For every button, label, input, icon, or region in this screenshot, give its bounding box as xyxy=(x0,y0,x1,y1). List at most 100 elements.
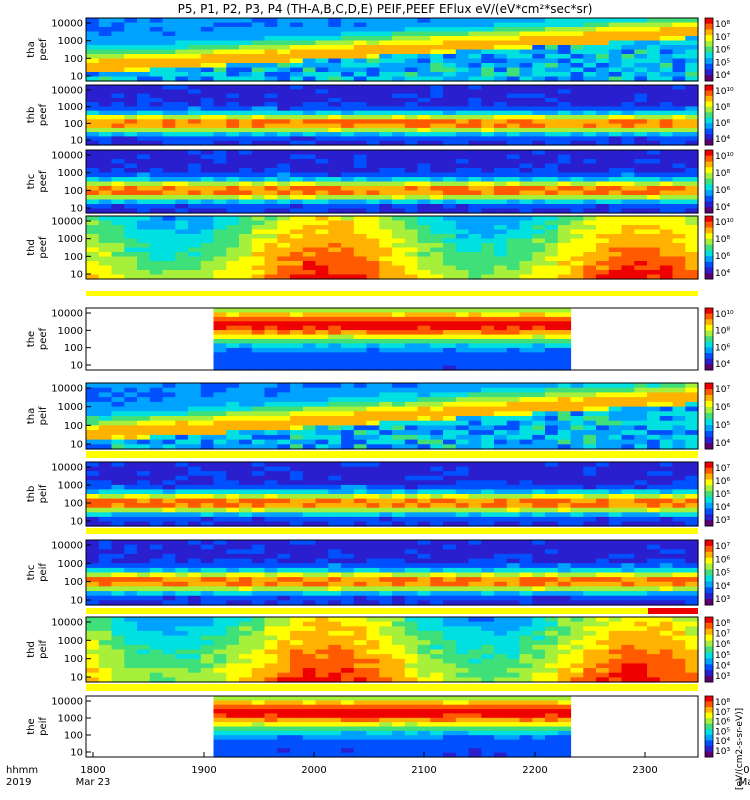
heatmap-cell xyxy=(634,444,648,450)
heatmap-cell xyxy=(239,49,253,55)
heatmap-cell xyxy=(685,22,699,28)
heatmap-cell xyxy=(124,45,138,51)
heatmap-cell xyxy=(290,471,304,477)
heatmap-cell xyxy=(506,387,521,393)
heatmap-cell xyxy=(149,439,164,445)
heatmap-cell xyxy=(328,361,342,367)
heatmap-cell xyxy=(455,154,470,160)
heatmap-cell xyxy=(672,234,686,240)
heatmap-cell xyxy=(392,58,406,64)
heatmap-cell xyxy=(647,49,661,55)
heatmap-cell xyxy=(659,199,674,205)
heatmap-cell xyxy=(353,330,368,336)
heatmap-cell xyxy=(264,595,278,601)
heatmap-cell xyxy=(506,466,521,472)
heatmap-cell xyxy=(557,352,572,358)
heatmap-cell xyxy=(519,102,533,107)
heatmap-cell xyxy=(213,199,227,205)
heatmap-cell xyxy=(545,225,559,231)
heatmap-cell xyxy=(557,163,572,169)
heatmap-cell xyxy=(213,339,227,344)
heatmap-cell xyxy=(583,247,597,253)
colorbar-tick-label: 10⁵ xyxy=(715,421,730,431)
heatmap-cell xyxy=(328,89,342,95)
heatmap-cell xyxy=(98,18,113,24)
heatmap-cell xyxy=(685,494,699,500)
heatmap-cell xyxy=(162,49,176,55)
heatmap-cell xyxy=(506,204,521,210)
heatmap-cell xyxy=(659,439,674,445)
heatmap-cell xyxy=(659,76,674,82)
heatmap-cell xyxy=(188,49,202,55)
heatmap-cell xyxy=(251,18,266,24)
heatmap-cell xyxy=(251,261,266,267)
heatmap-cell xyxy=(239,123,253,129)
heatmap-cell xyxy=(647,252,661,258)
heatmap-cell xyxy=(226,40,240,46)
colorbar-tick-label: 10⁴ xyxy=(715,503,730,513)
heatmap-cell xyxy=(213,22,227,28)
heatmap-cell xyxy=(366,462,380,468)
heatmap-cell xyxy=(213,401,227,408)
heatmap-cell xyxy=(226,498,240,504)
heatmap-cell xyxy=(404,401,419,408)
heatmap-cell xyxy=(379,577,393,583)
heatmap-cell xyxy=(98,553,113,560)
heatmap-cell xyxy=(570,58,584,64)
heatmap-cell xyxy=(685,439,699,445)
heatmap-cell xyxy=(251,339,266,344)
heatmap-cell xyxy=(328,430,342,436)
heatmap-cell xyxy=(608,181,623,187)
heatmap-cell xyxy=(583,512,597,518)
heatmap-cell xyxy=(494,512,508,518)
heatmap-cell xyxy=(443,172,457,178)
heatmap-cell xyxy=(111,466,125,472)
heatmap-cell xyxy=(443,397,457,403)
heatmap-cell xyxy=(379,361,393,367)
heatmap-cell xyxy=(430,383,444,389)
heatmap-cell xyxy=(608,516,623,523)
heatmap-cell xyxy=(302,22,317,28)
heatmap-cell xyxy=(455,76,470,82)
heatmap-cell xyxy=(213,521,227,527)
heatmap-cell xyxy=(175,521,189,527)
heatmap-cell xyxy=(341,89,355,95)
heatmap-cell xyxy=(137,471,151,477)
heatmap-cell xyxy=(379,516,393,523)
heatmap-cell xyxy=(583,97,597,103)
heatmap-cell xyxy=(468,208,482,214)
colorbar-segment xyxy=(705,238,713,246)
heatmap-cell xyxy=(111,512,125,518)
heatmap-cell xyxy=(532,27,546,33)
heatmap-cell xyxy=(315,343,329,349)
heatmap-cell xyxy=(557,462,572,468)
heatmap-cell xyxy=(98,475,113,481)
colorbar-frame xyxy=(704,149,714,214)
heatmap-cell xyxy=(124,503,138,509)
heatmap-cell xyxy=(277,195,291,201)
heatmap-cell xyxy=(417,434,431,441)
heatmap-cell xyxy=(647,466,661,472)
heatmap-cell xyxy=(392,339,406,344)
heatmap-cell xyxy=(162,190,176,196)
heatmap-cell xyxy=(188,136,202,142)
heatmap-cell xyxy=(341,58,355,64)
heatmap-cell xyxy=(647,444,661,450)
heatmap-cell xyxy=(417,67,431,73)
heatmap-cell xyxy=(239,397,253,403)
heatmap-cell xyxy=(302,140,317,146)
heatmap-cell xyxy=(583,387,597,393)
heatmap-cell xyxy=(570,411,584,417)
heatmap-cell xyxy=(239,54,253,60)
heatmap-cell xyxy=(608,115,623,120)
heatmap-cell xyxy=(570,140,584,146)
heatmap-cell xyxy=(341,577,355,583)
heatmap-cell xyxy=(86,72,100,78)
colorbar-segment xyxy=(705,395,713,402)
heatmap-cell xyxy=(315,383,329,389)
heatmap-cell xyxy=(455,325,470,331)
heatmap-cell xyxy=(328,123,342,129)
heatmap-cell xyxy=(481,430,495,436)
heatmap-cell xyxy=(545,339,559,344)
